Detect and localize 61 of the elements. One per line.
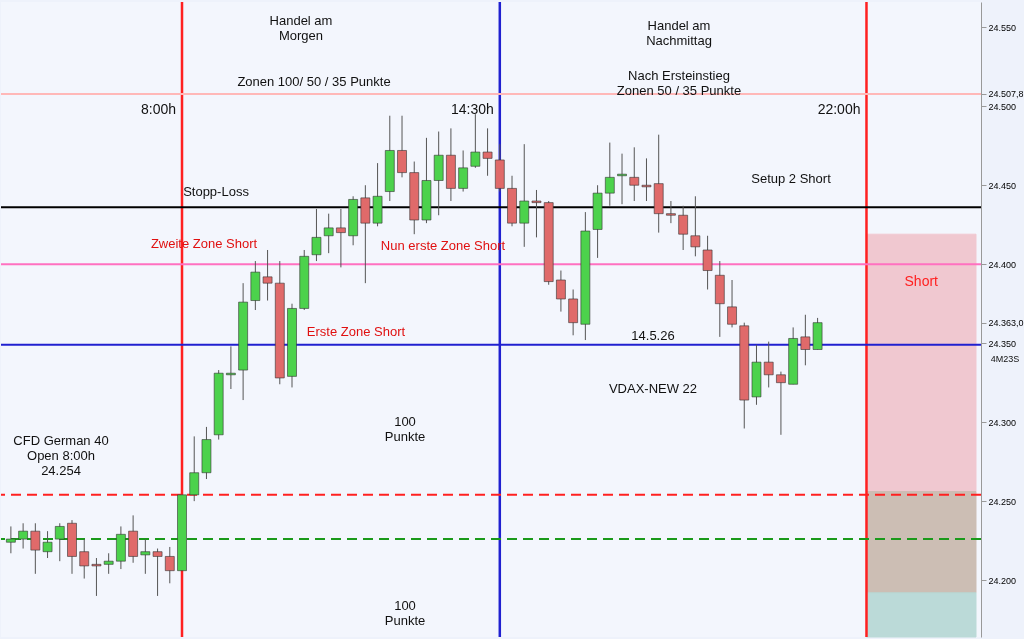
annotation: Handel am Nachmittag (646, 18, 712, 48)
candlestick (323, 213, 334, 254)
candlestick (79, 538, 90, 580)
annotation: Handel am Morgen (269, 13, 333, 43)
candlestick (519, 143, 530, 248)
ref-line-label: 22:00h (817, 101, 861, 117)
ref-line-label: 8:00h (140, 101, 177, 117)
y-tick-label: 24.500 (988, 101, 1017, 112)
candlestick (189, 435, 200, 502)
text: 4M23S (990, 354, 1020, 364)
candlestick (42, 530, 53, 559)
annotation: Nach Ersteinstieg Zonen 50 / 35 Punkte (616, 68, 742, 98)
ref-line-label: 14:30h (450, 101, 494, 117)
candlestick (690, 195, 701, 257)
candlestick (164, 546, 175, 584)
y-tick-label: 24.363,0 (988, 318, 1024, 329)
y-tick-label: 24.507,8 (988, 89, 1024, 100)
band-label: Short (904, 273, 939, 290)
candlestick (103, 552, 114, 575)
candlestick (617, 153, 627, 205)
y-tick-label: 24.400 (988, 259, 1017, 270)
annotation: Erste Zone Short (306, 324, 406, 339)
candlestick (605, 142, 615, 207)
candlestick (6, 525, 16, 554)
candlestick (666, 200, 676, 224)
annotation: Setup 2 Short (751, 171, 832, 186)
candlestick (91, 557, 102, 597)
annotation: 100 Punkte (384, 414, 426, 444)
candlestick (568, 288, 578, 336)
candlestick (30, 522, 41, 575)
candlestick (226, 345, 236, 390)
candlestick (311, 208, 322, 262)
annotation: 14.5.26 (631, 328, 675, 343)
candlestick (776, 371, 786, 436)
candlestick (54, 522, 65, 562)
candlestick (678, 205, 688, 251)
candlestick (397, 115, 407, 178)
candlestick (336, 208, 346, 268)
candlestick (152, 548, 163, 597)
candlestick (702, 235, 713, 290)
candlestick (458, 149, 468, 193)
y-tick-label: 24.250 (988, 496, 1017, 507)
annotation: VDAX-NEW 22 (608, 381, 698, 396)
candlestick (629, 146, 640, 202)
annotation: Stopp-Loss (183, 184, 250, 199)
y-tick-label: 24.550 (988, 22, 1017, 33)
candlestick (18, 522, 28, 550)
candlestick (763, 341, 774, 388)
candlestick (531, 189, 542, 238)
candlestick (727, 279, 737, 328)
y-tick-label: 24.450 (988, 180, 1017, 191)
annotation: 100 Punkte (384, 598, 426, 628)
annotation: CFD German 40 Open 8:00h 24.254 (13, 433, 109, 478)
y-tick-label: 24.300 (988, 417, 1017, 428)
annotation: Zonen 100/ 50 / 35 Punkte (237, 74, 391, 89)
y-tick-label: 24.350 (988, 338, 1017, 349)
candlestick (556, 270, 566, 313)
y-tick-label: 24.200 (988, 575, 1017, 586)
candlestick (262, 249, 273, 302)
candlestick (641, 157, 652, 202)
candlestick (140, 538, 151, 575)
